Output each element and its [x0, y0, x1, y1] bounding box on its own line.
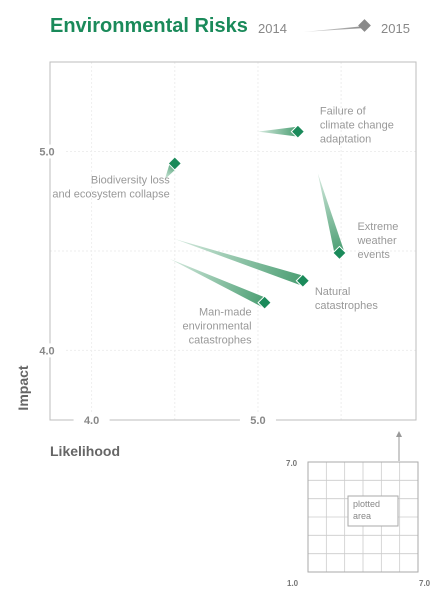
point-label-3: weather	[356, 235, 396, 247]
point-label-1: climate change	[320, 120, 394, 132]
trails	[164, 126, 345, 308]
trail-4	[174, 239, 305, 286]
y-axis-label: Impact	[15, 365, 31, 410]
y-tick-bg	[34, 343, 66, 358]
point-label-4: catastrophes	[315, 300, 378, 312]
trail-5	[169, 258, 267, 308]
point-label-5: environmental	[183, 321, 252, 333]
inset-connector-arrowhead	[396, 431, 402, 437]
marker-4	[295, 273, 311, 288]
inset-plotted-label-line1: plotted	[353, 499, 380, 509]
trail-1	[257, 126, 298, 137]
inset-y-max-label: 7.0	[286, 459, 298, 468]
point-label-5: Man-made	[199, 307, 252, 319]
inset-x-max-label: 7.0	[419, 579, 431, 588]
x-tick-label: 5.0	[250, 415, 265, 427]
legend-marker	[358, 19, 371, 32]
x-tick-label: 4.0	[84, 415, 99, 427]
markers	[167, 124, 347, 310]
point-labels: Failure of climate change adaptation Biodiv…	[52, 106, 398, 347]
point-label-2: and ecosystem collapse	[52, 188, 169, 200]
point-label-3: events	[357, 249, 390, 261]
point-label-2: Biodiversity loss	[91, 174, 170, 186]
legend-arrow	[303, 19, 371, 32]
marker-2	[167, 156, 182, 171]
grid	[50, 62, 416, 420]
marker-1	[290, 124, 306, 139]
inset-plotted-label-line2: area	[353, 511, 371, 521]
x-tick-bg	[73, 413, 110, 427]
x-axis-label: Likelihood	[50, 443, 120, 459]
y-tick-label: 5.0	[39, 147, 54, 159]
legend-2015-label: 2015	[381, 21, 410, 36]
y-tick-bg	[34, 144, 66, 159]
inset-diagram: plotted area 7.0 1.0 7.0	[286, 431, 431, 588]
legend-trail	[303, 26, 365, 32]
point-label-4: Natural	[315, 286, 350, 298]
trail-3	[317, 173, 345, 255]
point-label-1: adaptation	[320, 134, 371, 146]
inset-plotted-area	[347, 495, 399, 527]
inset-frame	[307, 461, 419, 573]
point-label-5: catastrophes	[189, 335, 252, 347]
marker-3	[332, 245, 347, 261]
point-label-1: Failure of	[320, 106, 367, 118]
point-label-3: Extreme	[357, 221, 398, 233]
y-tick-label: 4.0	[39, 345, 54, 357]
inset-x-min-label: 1.0	[287, 579, 299, 588]
x-tick-bg	[239, 413, 276, 427]
legend-2014-label: 2014	[258, 21, 287, 36]
axis-ticks: 4.0 5.0 4.0 5.0	[34, 144, 276, 427]
chart-title: Environmental Risks	[50, 15, 248, 37]
plot-frame	[49, 61, 417, 421]
marker-5	[257, 295, 272, 310]
